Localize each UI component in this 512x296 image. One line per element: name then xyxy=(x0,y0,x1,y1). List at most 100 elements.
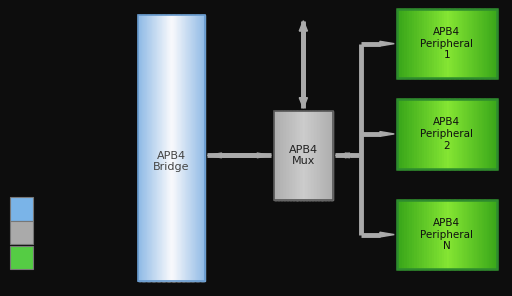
Polygon shape xyxy=(380,41,394,46)
Bar xyxy=(404,99,408,169)
Polygon shape xyxy=(380,232,394,237)
Bar xyxy=(138,15,140,281)
Bar xyxy=(176,15,177,281)
Bar xyxy=(314,111,315,200)
Text: APB4
Peripheral
2: APB4 Peripheral 2 xyxy=(420,117,473,151)
Bar xyxy=(193,15,194,281)
Bar xyxy=(303,111,305,200)
Bar xyxy=(452,200,455,269)
Bar xyxy=(464,200,467,269)
Bar xyxy=(144,15,145,281)
Polygon shape xyxy=(335,153,350,158)
Bar xyxy=(287,111,289,200)
Bar xyxy=(407,99,410,169)
Bar xyxy=(414,99,417,169)
Bar xyxy=(190,15,191,281)
Bar xyxy=(459,200,462,269)
Bar xyxy=(191,15,193,281)
Bar xyxy=(324,111,326,200)
Bar xyxy=(427,200,430,269)
Bar xyxy=(305,111,307,200)
Bar xyxy=(330,111,332,200)
Bar xyxy=(197,15,198,281)
Bar xyxy=(189,15,190,281)
Bar xyxy=(274,111,333,200)
Bar xyxy=(449,200,452,269)
Bar xyxy=(146,15,148,281)
Bar xyxy=(185,15,186,281)
Bar xyxy=(10,246,33,269)
Bar xyxy=(138,15,205,281)
Bar xyxy=(414,200,417,269)
Bar xyxy=(429,200,432,269)
Bar xyxy=(160,15,161,281)
Bar xyxy=(182,15,183,281)
Bar xyxy=(306,111,308,200)
Bar xyxy=(150,15,151,281)
Bar xyxy=(486,99,489,169)
Bar xyxy=(152,15,153,281)
Bar xyxy=(459,99,462,169)
Bar xyxy=(452,99,455,169)
Bar xyxy=(467,200,470,269)
Bar xyxy=(177,15,178,281)
Bar xyxy=(402,200,405,269)
Bar xyxy=(188,15,189,281)
Bar xyxy=(201,15,202,281)
Bar xyxy=(162,15,163,281)
Bar xyxy=(147,15,148,281)
Bar xyxy=(202,15,203,281)
Bar xyxy=(153,15,155,281)
Bar xyxy=(397,9,497,78)
Bar xyxy=(323,111,325,200)
Bar xyxy=(402,99,405,169)
Bar xyxy=(459,9,462,78)
Bar xyxy=(156,15,157,281)
Bar xyxy=(454,200,457,269)
Bar xyxy=(142,15,144,281)
Bar xyxy=(417,9,420,78)
Bar xyxy=(299,111,301,200)
Bar xyxy=(167,15,169,281)
Bar xyxy=(196,15,197,281)
Bar xyxy=(182,15,184,281)
Bar xyxy=(312,111,314,200)
Bar xyxy=(417,200,420,269)
Text: APB4
Peripheral
N: APB4 Peripheral N xyxy=(420,218,473,251)
Bar xyxy=(161,15,162,281)
Bar xyxy=(198,15,200,281)
Bar xyxy=(457,9,460,78)
Bar xyxy=(146,15,147,281)
Polygon shape xyxy=(345,153,359,158)
Bar xyxy=(486,200,489,269)
Bar xyxy=(170,15,172,281)
Bar xyxy=(173,15,174,281)
Bar xyxy=(404,9,408,78)
Bar xyxy=(404,200,408,269)
Bar xyxy=(492,200,495,269)
Bar xyxy=(397,200,497,269)
Bar xyxy=(422,9,425,78)
Bar xyxy=(166,15,168,281)
Bar xyxy=(279,111,281,200)
Bar xyxy=(328,111,330,200)
Bar xyxy=(193,15,195,281)
Bar xyxy=(437,99,440,169)
Bar xyxy=(434,99,437,169)
Bar xyxy=(454,9,457,78)
Bar xyxy=(397,200,400,269)
Bar xyxy=(446,99,450,169)
Bar xyxy=(474,99,477,169)
Bar xyxy=(444,99,447,169)
Bar xyxy=(489,9,492,78)
Bar xyxy=(462,200,465,269)
Bar xyxy=(452,9,455,78)
Bar xyxy=(326,111,328,200)
Bar xyxy=(467,99,470,169)
Bar xyxy=(204,15,205,281)
Bar xyxy=(162,15,164,281)
Bar xyxy=(444,9,447,78)
Bar xyxy=(10,197,33,221)
Bar xyxy=(494,99,497,169)
Bar xyxy=(434,9,437,78)
